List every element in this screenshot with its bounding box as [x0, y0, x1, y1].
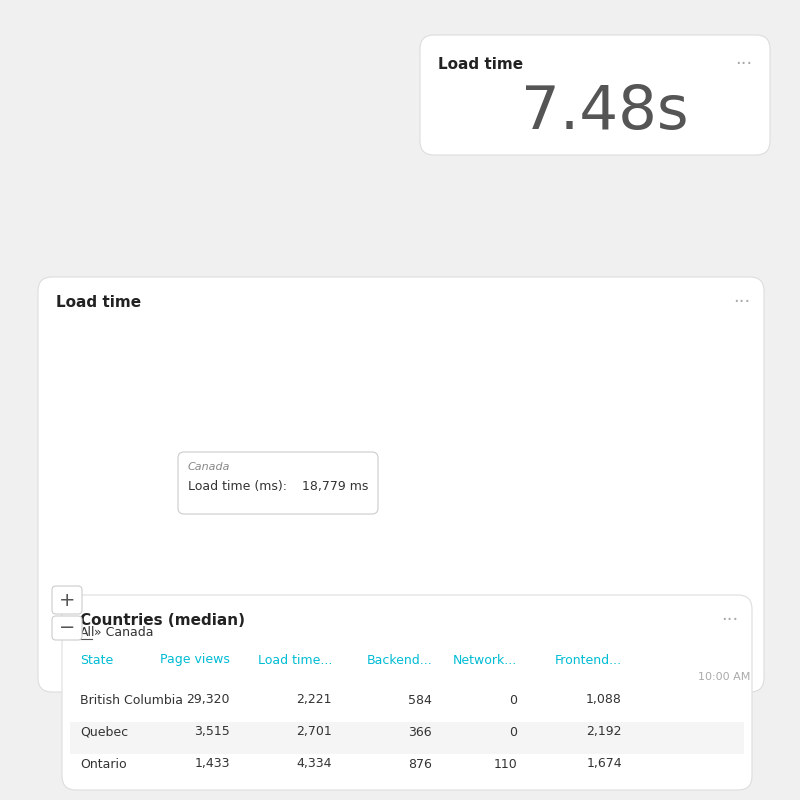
Text: Load time (ms):: Load time (ms): [188, 480, 287, 493]
Text: Load time...: Load time... [258, 654, 332, 666]
Text: All: All [80, 626, 95, 639]
Text: 18,779 ms: 18,779 ms [302, 480, 368, 493]
Text: 1,674: 1,674 [586, 758, 622, 770]
FancyBboxPatch shape [70, 722, 744, 754]
Text: State: State [80, 654, 114, 666]
Text: 10:00 AM: 10:00 AM [698, 672, 750, 682]
Text: 2,221: 2,221 [297, 694, 332, 706]
Text: +: + [58, 590, 75, 610]
Text: −: − [59, 618, 75, 638]
FancyBboxPatch shape [52, 616, 82, 640]
Text: ···: ··· [721, 611, 738, 629]
Text: ···: ··· [733, 293, 750, 311]
Text: Backend...: Backend... [366, 654, 432, 666]
FancyBboxPatch shape [62, 595, 752, 790]
Text: Load time: Load time [438, 57, 523, 72]
Text: 29,320: 29,320 [186, 694, 230, 706]
Text: 110: 110 [494, 758, 517, 770]
Text: Ontario: Ontario [80, 758, 126, 770]
FancyBboxPatch shape [70, 690, 744, 722]
Text: 366: 366 [408, 726, 432, 738]
Text: 876: 876 [408, 758, 432, 770]
Text: ···: ··· [734, 55, 752, 73]
Text: 3,515: 3,515 [194, 726, 230, 738]
Text: Network...: Network... [453, 654, 517, 666]
FancyBboxPatch shape [38, 277, 764, 692]
Text: Load time: Load time [56, 295, 141, 310]
FancyBboxPatch shape [70, 754, 744, 786]
FancyBboxPatch shape [52, 586, 82, 614]
Text: Canada: Canada [188, 462, 230, 472]
FancyBboxPatch shape [178, 452, 378, 514]
Text: Quebec: Quebec [80, 726, 128, 738]
Text: 584: 584 [408, 694, 432, 706]
Text: 7.48s: 7.48s [521, 83, 689, 142]
Text: 1,088: 1,088 [586, 694, 622, 706]
Text: 2,192: 2,192 [586, 726, 622, 738]
FancyBboxPatch shape [420, 35, 770, 155]
Text: 0: 0 [509, 694, 517, 706]
Text: » Canada: » Canada [94, 626, 154, 639]
Text: 4,334: 4,334 [297, 758, 332, 770]
Text: Countries (median): Countries (median) [80, 613, 245, 628]
Text: 1,433: 1,433 [194, 758, 230, 770]
Text: Frontend...: Frontend... [555, 654, 622, 666]
Text: Page views: Page views [160, 654, 230, 666]
Text: British Columbia: British Columbia [80, 694, 183, 706]
Text: 2,701: 2,701 [296, 726, 332, 738]
Text: 0: 0 [509, 726, 517, 738]
